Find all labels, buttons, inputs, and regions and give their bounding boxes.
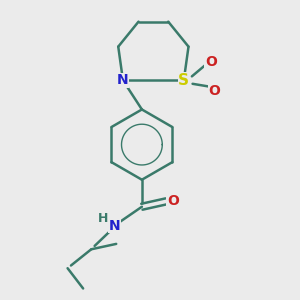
Text: O: O — [167, 194, 179, 208]
Text: N: N — [109, 219, 121, 233]
Text: O: O — [208, 84, 220, 98]
Text: N: N — [117, 74, 129, 87]
Text: O: O — [205, 55, 217, 68]
Text: H: H — [98, 212, 108, 225]
Text: S: S — [178, 73, 189, 88]
